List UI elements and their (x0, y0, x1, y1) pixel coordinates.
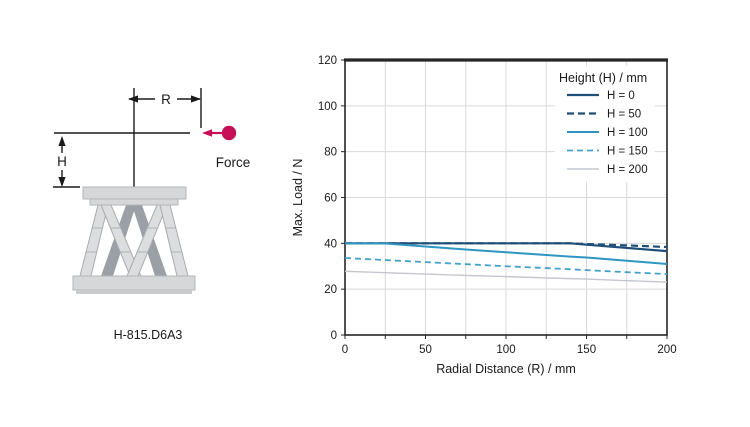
max-load-chart: 0 50 100 150 200 0 20 40 60 80 100 120 Height (H) / … (291, 55, 677, 376)
y-tick-label: 0 (331, 330, 337, 342)
front-strut-1 (79, 204, 109, 277)
legend-title: Height (H) / mm (559, 71, 647, 85)
series-line-1 (345, 242, 668, 249)
y-axis-title: Max. Load / N (291, 159, 305, 237)
x-tick-label: 150 (577, 344, 596, 356)
model-label: H-815.D6A3 (114, 328, 183, 342)
r-arrowhead-right-icon (191, 95, 201, 103)
y-tick-label: 40 (324, 238, 337, 250)
y-tick-label: 60 (324, 193, 337, 205)
y-tick-label: 20 (324, 284, 337, 296)
legend-background (555, 66, 655, 182)
y-tick-label: 80 (324, 147, 337, 159)
h-arrowhead-down-icon (58, 177, 66, 187)
x-tick-label: 200 (657, 344, 676, 356)
force-dot-icon (221, 125, 237, 141)
force-label: Force (216, 155, 251, 170)
series-line-2 (344, 242, 668, 265)
series-line-4 (344, 270, 668, 283)
x-tick-label: 100 (496, 344, 515, 356)
x-tick-label: 0 (342, 344, 348, 356)
x-axis-title: Radial Distance (R) / mm (436, 362, 576, 376)
h-arrowhead-up-icon (58, 136, 66, 146)
hexapod-front-struts (79, 204, 189, 277)
y-tick-label: 120 (318, 55, 337, 67)
force-arrowhead-icon (202, 129, 212, 137)
y-tick-label: 100 (318, 101, 337, 113)
legend-item-label: H = 50 (607, 109, 641, 121)
hexapod-diagram: R H Force H-815.D6A3 (53, 88, 251, 342)
legend-item-label: H = 150 (607, 146, 648, 158)
strut-joint-lines (86, 227, 182, 253)
legend-item-label: H = 0 (607, 90, 635, 102)
base-plate (72, 275, 196, 291)
series-line-3 (344, 257, 668, 275)
r-arrowhead-left-icon (128, 95, 138, 103)
h-dimension-label: H (57, 154, 67, 169)
legend-item-label: H = 200 (607, 164, 648, 176)
r-dimension-label: R (161, 92, 171, 107)
hexapod-body (72, 186, 196, 294)
dimension-arrowheads (58, 95, 201, 187)
base-plate-lip (76, 290, 192, 294)
x-tick-label: 50 (419, 344, 432, 356)
dimension-lines (53, 88, 202, 188)
front-strut-4 (159, 204, 189, 277)
top-plate (82, 186, 187, 200)
legend-item-label: H = 100 (607, 127, 648, 139)
top-plate-lower (89, 198, 179, 206)
